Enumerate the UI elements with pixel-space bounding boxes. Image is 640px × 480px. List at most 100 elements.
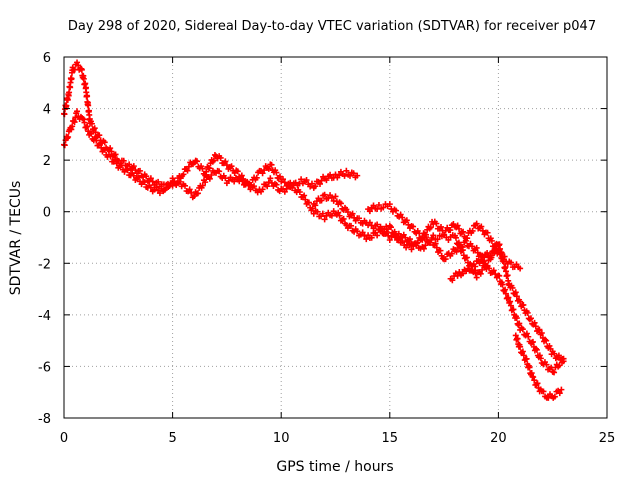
data-point	[210, 157, 217, 164]
data-point	[526, 364, 533, 371]
data-point	[551, 393, 558, 400]
data-point	[268, 179, 275, 186]
data-point	[413, 240, 420, 247]
data-point	[520, 352, 527, 359]
data-point	[473, 220, 480, 227]
data-point	[536, 326, 543, 333]
data-point	[93, 137, 100, 144]
data-point	[448, 250, 455, 257]
data-point	[155, 178, 162, 185]
series-track-f	[447, 248, 498, 284]
data-point	[96, 132, 103, 139]
data-point	[203, 168, 210, 175]
data-point	[273, 169, 280, 176]
data-point	[61, 142, 68, 149]
data-point	[199, 165, 206, 172]
data-point	[194, 190, 201, 197]
data-point	[184, 167, 191, 174]
data-point	[484, 262, 491, 269]
data-point	[514, 335, 521, 342]
data-point	[403, 217, 410, 224]
data-point	[469, 227, 476, 234]
data-point	[455, 239, 462, 246]
data-point	[290, 182, 297, 189]
data-point	[340, 215, 347, 222]
data-point	[487, 252, 494, 259]
data-point	[473, 244, 480, 251]
y-tick-label: 2	[43, 154, 51, 169]
data-point	[405, 221, 412, 228]
data-point	[459, 270, 466, 277]
data-point	[259, 170, 266, 177]
data-point	[386, 201, 393, 208]
data-point	[499, 281, 506, 288]
data-point	[141, 179, 148, 186]
data-point	[359, 229, 366, 236]
data-point	[427, 224, 434, 231]
data-point	[108, 148, 115, 155]
data-point	[244, 179, 251, 186]
data-point	[305, 199, 312, 206]
data-point	[222, 158, 229, 165]
data-point	[422, 242, 429, 249]
data-point	[467, 267, 474, 274]
data-point	[456, 225, 463, 232]
data-point	[231, 178, 238, 185]
x-tick-label: 15	[382, 431, 399, 446]
data-point	[529, 338, 536, 345]
series-track-c	[310, 191, 567, 366]
data-point	[80, 116, 87, 123]
data-point	[265, 165, 272, 172]
data-point	[354, 228, 361, 235]
data-point	[509, 284, 516, 291]
data-point	[492, 242, 499, 249]
data-point	[169, 175, 176, 182]
data-point	[427, 239, 434, 246]
data-point	[393, 207, 400, 214]
data-point	[520, 301, 527, 308]
data-point	[202, 179, 209, 186]
data-point	[434, 236, 441, 243]
y-tick-label: 0	[43, 206, 51, 221]
data-point	[75, 62, 82, 69]
data-point	[517, 298, 524, 305]
data-point	[557, 356, 564, 363]
data-point	[328, 212, 335, 219]
data-point	[188, 189, 195, 196]
data-point	[124, 167, 131, 174]
data-point	[390, 231, 397, 238]
data-point	[182, 182, 189, 189]
data-point	[551, 369, 558, 376]
data-point	[433, 220, 440, 227]
data-point	[555, 352, 562, 359]
data-point	[533, 346, 540, 353]
data-point	[225, 177, 232, 184]
data-point	[386, 236, 393, 243]
data-point	[519, 348, 526, 355]
data-point	[276, 173, 283, 180]
chart-title: Day 298 of 2020, Sidereal Day-to-day VTE…	[68, 19, 596, 34]
data-point	[323, 177, 330, 184]
data-point	[228, 163, 235, 170]
data-point	[180, 171, 187, 178]
data-point	[430, 232, 437, 239]
data-point	[384, 226, 391, 233]
data-point	[166, 183, 173, 190]
data-point	[176, 178, 183, 185]
data-point	[199, 182, 206, 189]
data-point	[336, 212, 343, 219]
data-point	[186, 186, 193, 193]
data-point	[126, 161, 133, 168]
data-point	[168, 179, 175, 186]
data-point	[348, 222, 355, 229]
data-point	[68, 126, 75, 133]
data-point	[349, 210, 356, 217]
data-point	[135, 174, 142, 181]
data-point	[223, 162, 230, 169]
data-point	[356, 215, 363, 222]
data-point	[321, 191, 328, 198]
data-point	[303, 177, 310, 184]
data-point	[495, 247, 502, 254]
data-point	[408, 246, 415, 253]
data-point	[366, 208, 373, 215]
